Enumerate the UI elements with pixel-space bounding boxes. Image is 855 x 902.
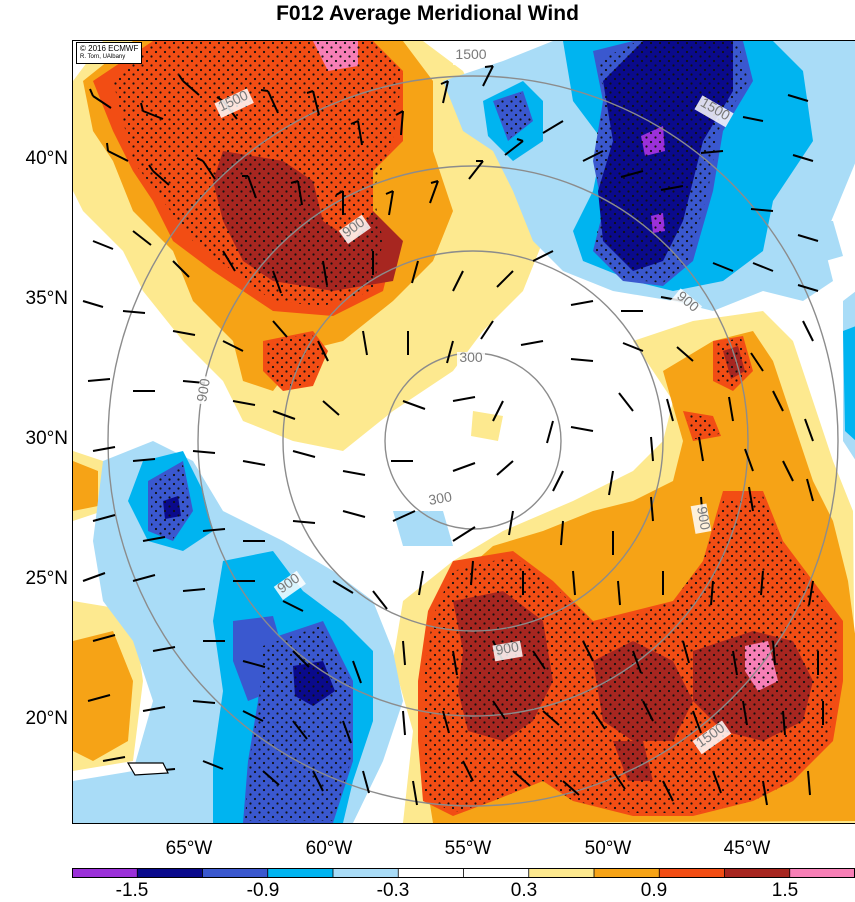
island-outline bbox=[126, 762, 169, 776]
lon-label: 60°W bbox=[305, 838, 353, 859]
colorbar-tick-label: -0.9 bbox=[246, 880, 280, 901]
colorbar-cell bbox=[658, 868, 726, 878]
colorbar-tick-label: 0.9 bbox=[640, 880, 668, 901]
colorbar-cell bbox=[202, 868, 269, 878]
lat-label: 35°N bbox=[25, 288, 68, 309]
lon-label: 55°W bbox=[444, 838, 492, 859]
contour-label: 900 bbox=[494, 638, 520, 658]
colorbar-tick-label: 0.3 bbox=[510, 880, 538, 901]
colorbar-cell bbox=[332, 868, 400, 878]
colorbar-tick-label: 1.5 bbox=[771, 880, 799, 901]
lon-label: 50°W bbox=[584, 838, 632, 859]
colorbar-cell bbox=[789, 868, 855, 878]
lat-label: 40°N bbox=[25, 148, 68, 169]
lon-label: 65°W bbox=[165, 838, 213, 859]
lat-label: 25°N bbox=[25, 568, 68, 589]
credit-line-1: © 2016 ECMWF bbox=[80, 44, 139, 53]
map-title: F012 Average Meridional Wind bbox=[276, 2, 579, 25]
colorbar-cell bbox=[593, 868, 661, 878]
colorbar-cell bbox=[724, 868, 791, 878]
contour-labels: 1500 1500 1500 1500 900 900 900 900 900 … bbox=[193, 46, 734, 755]
colorbar-cell bbox=[463, 868, 530, 878]
wind-barbs bbox=[82, 65, 824, 806]
colorbar-cell bbox=[397, 868, 465, 878]
lat-label: 30°N bbox=[25, 428, 68, 449]
distance-circles bbox=[107, 75, 839, 807]
lat-label: 20°N bbox=[25, 708, 68, 729]
colorbar bbox=[72, 868, 855, 878]
colorbar-cell bbox=[72, 868, 139, 878]
contour-label: 300 bbox=[459, 349, 483, 365]
colorbar-tick-label: -1.5 bbox=[115, 880, 149, 901]
colorbar-tick-label: -0.3 bbox=[376, 880, 410, 901]
contour-label: 1500 bbox=[455, 46, 486, 62]
map-canvas: 1500 1500 1500 1500 900 900 900 900 900 … bbox=[73, 41, 855, 823]
colorbar-cell bbox=[136, 868, 204, 878]
credit-line-2: R. Torn, UAlbany bbox=[80, 54, 126, 60]
colorbar-cell bbox=[267, 868, 334, 878]
contour-label: 900 bbox=[193, 377, 213, 403]
map-panel: 1500 1500 1500 1500 900 900 900 900 900 … bbox=[72, 40, 855, 824]
lon-label: 45°W bbox=[723, 838, 771, 859]
contour-label: 300 bbox=[427, 488, 453, 508]
contour-label: 900 bbox=[694, 505, 714, 531]
colorbar-cell bbox=[528, 868, 595, 878]
credit-box: © 2016 ECMWF R. Torn, UAlbany bbox=[76, 42, 143, 64]
